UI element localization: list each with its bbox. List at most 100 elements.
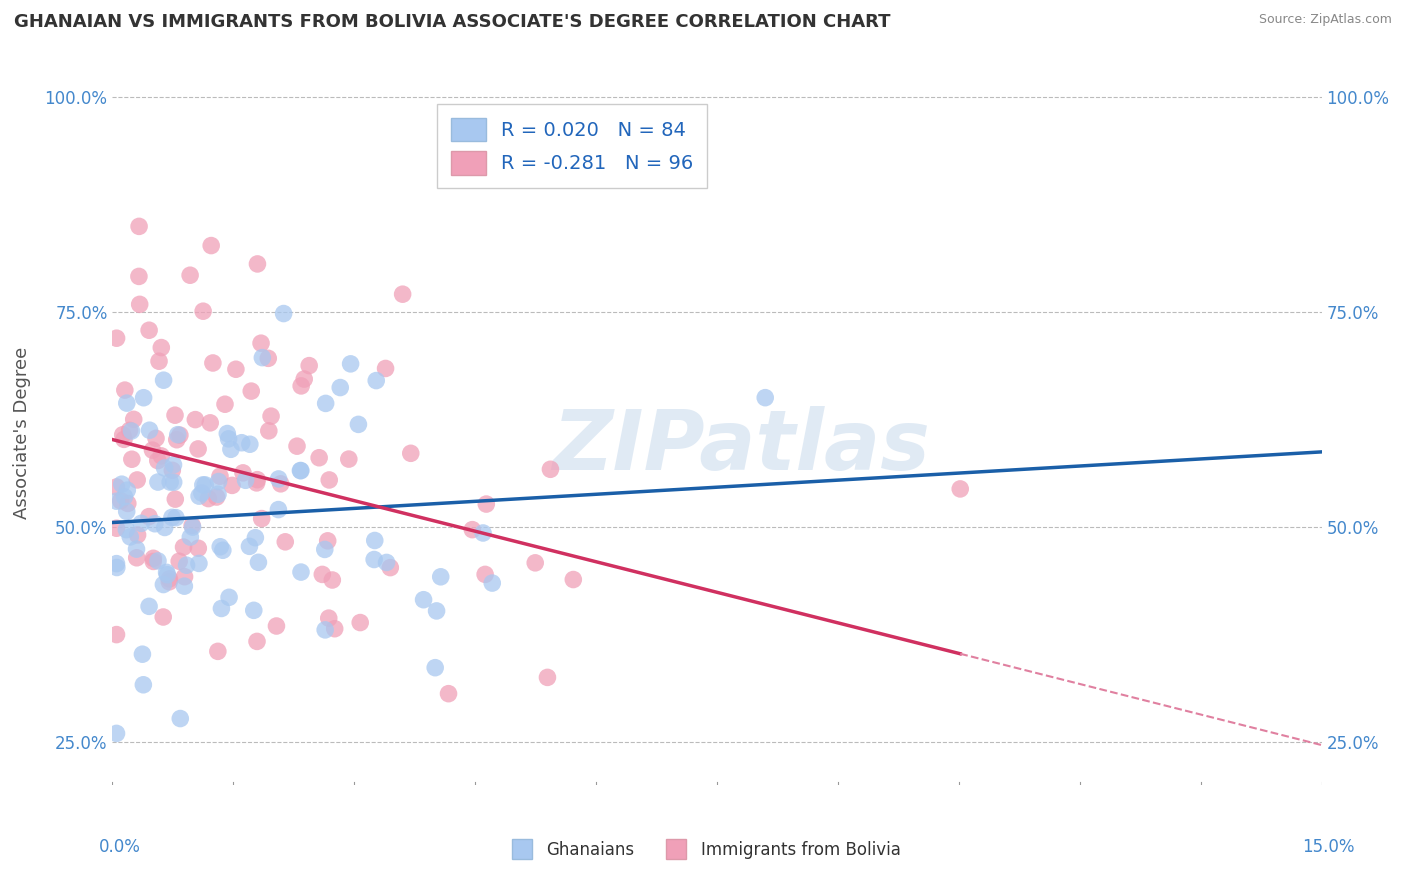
- Point: [163, 475, 186, 490]
- Point: [153, 461, 176, 475]
- Point: [131, 647, 153, 661]
- Point: [191, 486, 214, 500]
- Point: [239, 437, 262, 451]
- Point: [112, 433, 135, 447]
- Point: [127, 528, 149, 542]
- Point: [429, 570, 451, 584]
- Point: [267, 472, 290, 486]
- Point: [201, 356, 224, 370]
- Text: ZIPatlas: ZIPatlas: [553, 406, 931, 487]
- Point: [246, 257, 269, 271]
- Point: [162, 458, 184, 472]
- Point: [235, 473, 257, 487]
- Point: [191, 478, 214, 492]
- Point: [105, 480, 128, 494]
- Point: [205, 490, 228, 504]
- Point: [461, 523, 484, 537]
- Point: [128, 269, 150, 284]
- Point: [242, 603, 264, 617]
- Point: [114, 490, 136, 504]
- Point: [146, 453, 169, 467]
- Point: [176, 558, 198, 573]
- Point: [105, 726, 128, 740]
- Point: [257, 424, 280, 438]
- Point: [207, 644, 229, 658]
- Point: [238, 539, 260, 553]
- Text: Source: ZipAtlas.com: Source: ZipAtlas.com: [1258, 13, 1392, 27]
- Point: [194, 478, 217, 492]
- Point: [252, 351, 274, 365]
- Point: [290, 464, 312, 478]
- Point: [163, 408, 186, 422]
- Point: [138, 323, 160, 337]
- Point: [374, 361, 396, 376]
- Point: [366, 374, 388, 388]
- Point: [179, 530, 201, 544]
- Point: [250, 511, 273, 525]
- Point: [211, 543, 233, 558]
- Point: [118, 423, 141, 437]
- Point: [273, 307, 295, 321]
- Point: [246, 475, 269, 490]
- Point: [125, 550, 148, 565]
- Point: [380, 560, 402, 574]
- Point: [266, 619, 288, 633]
- Point: [246, 473, 269, 487]
- Point: [208, 469, 231, 483]
- Point: [316, 533, 339, 548]
- Point: [162, 463, 184, 477]
- Point: [536, 670, 558, 684]
- Text: 15.0%: 15.0%: [1302, 838, 1355, 856]
- Point: [157, 572, 180, 586]
- Point: [245, 531, 267, 545]
- Point: [337, 452, 360, 467]
- Point: [152, 373, 174, 387]
- Point: [121, 452, 143, 467]
- Point: [315, 396, 337, 410]
- Point: [214, 397, 236, 411]
- Point: [426, 604, 449, 618]
- Point: [274, 534, 297, 549]
- Point: [188, 489, 211, 503]
- Point: [153, 520, 176, 534]
- Point: [260, 409, 283, 424]
- Point: [141, 443, 163, 458]
- Point: [391, 287, 413, 301]
- Point: [187, 442, 209, 456]
- Point: [173, 579, 195, 593]
- Point: [155, 566, 177, 580]
- Point: [129, 516, 152, 531]
- Point: [181, 518, 204, 533]
- Point: [115, 504, 138, 518]
- Point: [142, 551, 165, 566]
- Point: [257, 351, 280, 366]
- Point: [111, 477, 134, 491]
- Point: [231, 435, 253, 450]
- Point: [290, 379, 312, 393]
- Point: [347, 417, 370, 432]
- Point: [105, 521, 128, 535]
- Point: [115, 523, 138, 537]
- Point: [105, 560, 128, 574]
- Point: [524, 556, 547, 570]
- Point: [209, 540, 232, 554]
- Point: [156, 567, 179, 582]
- Point: [138, 599, 160, 614]
- Point: [111, 427, 134, 442]
- Point: [308, 450, 330, 465]
- Point: [225, 362, 247, 376]
- Point: [200, 238, 222, 252]
- Point: [146, 554, 169, 568]
- Point: [425, 661, 447, 675]
- Point: [125, 542, 148, 557]
- Point: [207, 487, 229, 501]
- Point: [290, 464, 312, 478]
- Point: [197, 491, 219, 506]
- Point: [481, 576, 503, 591]
- Point: [132, 678, 155, 692]
- Point: [475, 497, 498, 511]
- Point: [232, 466, 254, 480]
- Point: [184, 412, 207, 426]
- Point: [169, 428, 191, 442]
- Point: [399, 446, 422, 460]
